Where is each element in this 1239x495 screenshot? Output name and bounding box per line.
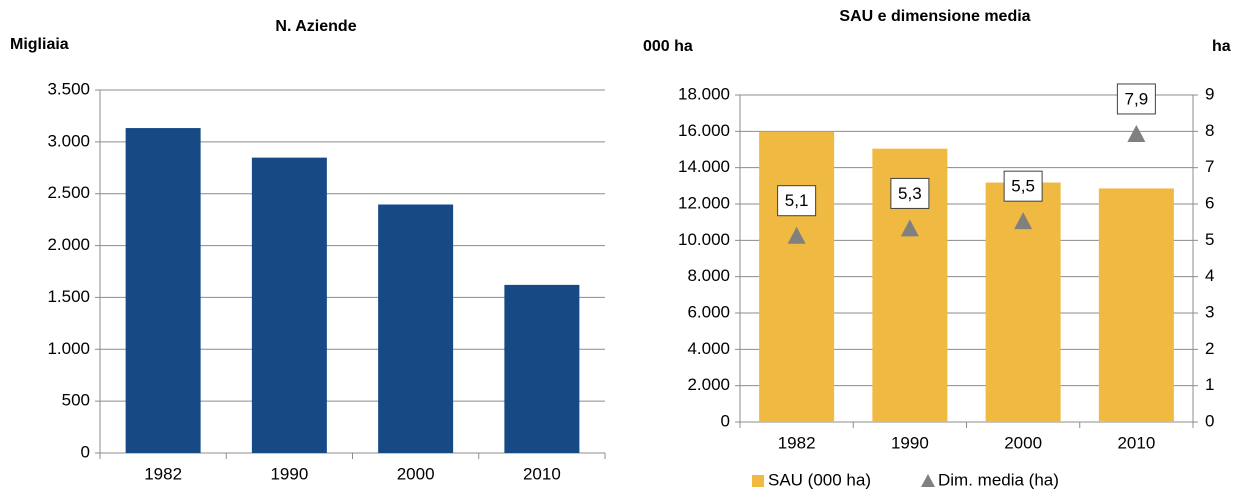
y2-tick-label: 3: [1205, 302, 1214, 321]
legend-swatch: [921, 474, 935, 487]
x-tick-label: 2000: [1004, 433, 1042, 452]
y2-tick-label: 4: [1205, 266, 1214, 285]
legend-label: SAU (000 ha): [768, 470, 871, 489]
y-tick-label: 2.500: [47, 183, 90, 202]
y2-tick-label: 8: [1205, 121, 1214, 140]
x-tick-label: 2010: [1117, 433, 1155, 452]
y-tick-label: 0: [81, 442, 90, 461]
y2-tick-label: 9: [1205, 84, 1214, 103]
x-tick-label: 1990: [270, 464, 308, 483]
y-axis-label: Migliaia: [10, 36, 69, 53]
x-tick-label: 2000: [397, 464, 435, 483]
y-tick-label: 3.000: [47, 131, 90, 150]
bar: [1098, 188, 1174, 422]
y-tick-label: 16.000: [678, 121, 730, 140]
y2-tick-label: 1: [1205, 375, 1214, 394]
legend-label: Dim. media (ha): [938, 470, 1059, 489]
chart-title: N. Aziende: [275, 18, 356, 35]
data-label-box: [1003, 170, 1043, 202]
y-tick-label: 18.000: [678, 84, 730, 103]
bar: [125, 128, 201, 453]
y-tick-label: 4.000: [687, 339, 730, 358]
x-tick-label: 1982: [144, 464, 182, 483]
data-label: 5,5: [1011, 177, 1035, 196]
data-label-box: [777, 185, 817, 217]
y2-tick-label: 6: [1205, 193, 1214, 212]
data-label-box: [890, 177, 930, 209]
bar: [504, 284, 580, 453]
y-tick-label: 500: [62, 391, 90, 410]
y2-axis-label: ha: [1212, 38, 1231, 55]
y-tick-label: 3.500: [47, 79, 90, 98]
y2-tick-label: 7: [1205, 157, 1214, 176]
y-tick-label: 1.500: [47, 287, 90, 306]
data-label: 5,1: [785, 191, 809, 210]
y-tick-label: 12.000: [678, 193, 730, 212]
y-tick-label: 6.000: [687, 302, 730, 321]
x-tick-label: 2010: [523, 464, 561, 483]
bar: [378, 204, 454, 453]
x-tick-label: 1982: [778, 433, 816, 452]
y-tick-label: 2.000: [47, 235, 90, 254]
legend-swatch: [752, 475, 764, 487]
data-label: 7,9: [1125, 89, 1149, 108]
marker: [1127, 124, 1146, 142]
bar: [759, 131, 835, 422]
marker: [1014, 212, 1033, 230]
y-tick-label: 2.000: [687, 375, 730, 394]
data-label-box: [1116, 83, 1156, 115]
y-tick-label: 0: [721, 411, 730, 430]
y2-tick-label: 2: [1205, 339, 1214, 358]
y-axis-label: 000 ha: [643, 38, 693, 55]
y2-tick-label: 0: [1205, 411, 1214, 430]
y2-tick-label: 5: [1205, 230, 1214, 249]
y-tick-label: 10.000: [678, 230, 730, 249]
chart-title: SAU e dimensione media: [839, 8, 1030, 25]
y-tick-label: 14.000: [678, 157, 730, 176]
y-tick-label: 1.000: [47, 339, 90, 358]
bar: [251, 157, 327, 454]
marker: [787, 226, 806, 244]
data-label: 5,3: [898, 184, 922, 203]
x-tick-label: 1990: [891, 433, 929, 452]
marker: [900, 219, 919, 237]
y-tick-label: 8.000: [687, 266, 730, 285]
